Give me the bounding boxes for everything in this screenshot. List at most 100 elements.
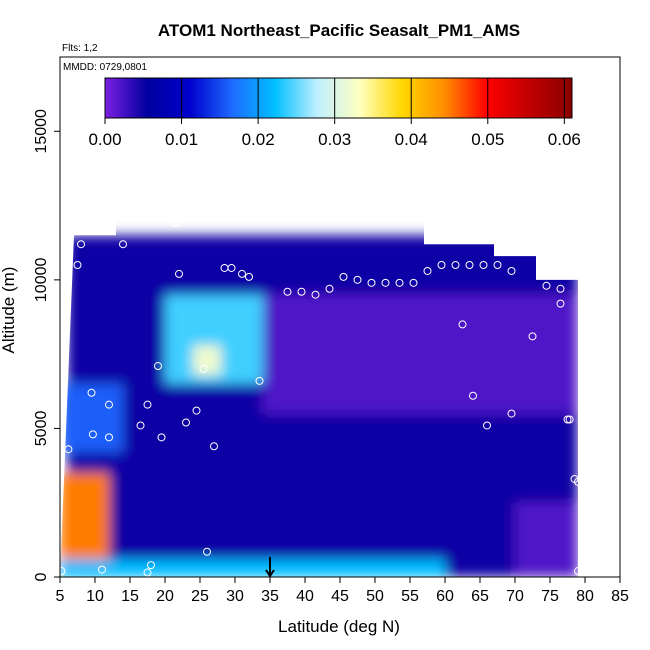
x-axis: 5 10 15 20 25 30 35 40 45 50 55 60 65 70 75 80 85: [56, 577, 629, 605]
sample-point: [574, 477, 582, 486]
sample-point: [423, 266, 432, 275]
x-tick-label: 45: [331, 588, 349, 605]
sample-point: [105, 400, 113, 409]
y-tick-label: 10000: [33, 258, 50, 303]
sample-point: [157, 433, 166, 442]
sample-point: [234, 195, 243, 204]
x-tick-label: 55: [401, 588, 419, 605]
sample-point: [297, 287, 306, 296]
sample-point: [245, 272, 253, 281]
x-tick-label: 5: [56, 588, 65, 605]
sample-point: [227, 263, 236, 272]
sample-point: [143, 400, 152, 409]
sample-point: [563, 415, 572, 424]
x-tick-label: 25: [191, 588, 209, 605]
y-tick-label: 0: [33, 572, 50, 581]
sample-point: [367, 278, 376, 287]
field-envelope-mask: [60, 57, 620, 577]
sample-point: [437, 261, 446, 269]
sample-point: [73, 261, 82, 269]
field-region-mid-patch: [60, 383, 123, 453]
sample-point: [154, 362, 162, 371]
y-tick-label: 5000: [33, 411, 50, 447]
x-tick-label: 40: [296, 588, 314, 605]
sample-point: [147, 561, 155, 570]
x-tick-label: 70: [506, 588, 524, 605]
sample-point: [182, 418, 190, 427]
x-tick-label: 85: [611, 588, 629, 605]
sample-point: [339, 272, 348, 281]
x-tick-label: 15: [121, 588, 139, 605]
sample-point: [210, 442, 218, 451]
sample-point: [465, 261, 474, 269]
sample-point: [507, 409, 516, 418]
sample-point: [458, 320, 467, 329]
flights-label: Flts: 1,2: [62, 43, 98, 54]
sample-point: [136, 421, 145, 430]
sample-point: [64, 445, 73, 454]
colorbar-tick-label: 0.04: [395, 130, 428, 149]
x-tick-label: 50: [366, 588, 384, 605]
sample-point: [171, 219, 180, 228]
sample-point: [528, 332, 537, 341]
field-region-surface-band: [60, 559, 445, 577]
sample-point: [353, 275, 362, 284]
x-tick-label: 10: [86, 588, 104, 605]
sample-point: [395, 278, 404, 287]
sample-point: [483, 421, 491, 430]
sample-point: [574, 567, 582, 576]
sample-point: [556, 299, 565, 308]
sample-point: [283, 287, 292, 296]
sample-point: [493, 261, 502, 269]
colorbar-tick-label: 0.01: [165, 130, 198, 149]
sample-point: [77, 240, 85, 249]
colorbar-tick-label: 0.02: [242, 130, 275, 149]
colorbar-tick-label: 0.06: [548, 130, 581, 149]
sample-point: [87, 388, 96, 397]
sample-point: [199, 365, 208, 373]
sample-point: [175, 269, 183, 278]
y-axis: 0 5000 10000 15000: [33, 109, 60, 581]
colorbar-tick-label: 0.05: [471, 130, 504, 149]
sample-point: [542, 281, 551, 290]
x-axis-label: Latitude (deg N): [278, 617, 400, 636]
dates-label: MMDD: 0729,0801: [63, 62, 147, 73]
sample-point: [311, 290, 320, 299]
field-region-northern-surface: [515, 502, 578, 577]
colorbar-tick-label: 0.00: [88, 130, 121, 149]
sample-point: [143, 568, 152, 577]
x-tick-label: 35: [261, 588, 279, 605]
sample-point: [409, 278, 418, 287]
sample-point: [497, 237, 505, 246]
colorbar: 0.00 0.01 0.02 0.03 0.04 0.05 0.06: [88, 77, 581, 149]
sample-point: [60, 567, 66, 576]
sample-point: [469, 391, 477, 400]
sample-point: [98, 565, 106, 574]
sample-point: [203, 547, 211, 556]
sample-point: [565, 415, 574, 424]
sample-point: [556, 284, 565, 293]
sample-point: [192, 406, 201, 415]
sample-point: [255, 376, 264, 385]
x-tick-label: 30: [226, 588, 244, 605]
colorbar-bar: [104, 77, 573, 119]
field-layer: [60, 57, 620, 577]
sample-point: [238, 269, 246, 278]
sample-point: [381, 278, 390, 287]
y-tick-label: 15000: [33, 109, 50, 154]
sample-point: [88, 430, 97, 439]
colorbar-tick-label: 0.03: [318, 130, 351, 149]
chart-title: ATOM1 Northeast_Pacific Seasalt_PM1_AMS: [158, 21, 520, 40]
sample-point: [325, 284, 334, 293]
y-axis-label: Altitude (m): [0, 267, 18, 354]
x-tick-label: 75: [541, 588, 559, 605]
sample-point: [451, 261, 460, 269]
sample-point: [119, 240, 127, 249]
x-tick-label: 80: [576, 588, 594, 605]
x-tick-label: 20: [156, 588, 174, 605]
latitude-marker-arrow: [265, 557, 275, 578]
sample-point: [60, 391, 68, 400]
sample-point: [507, 266, 516, 275]
